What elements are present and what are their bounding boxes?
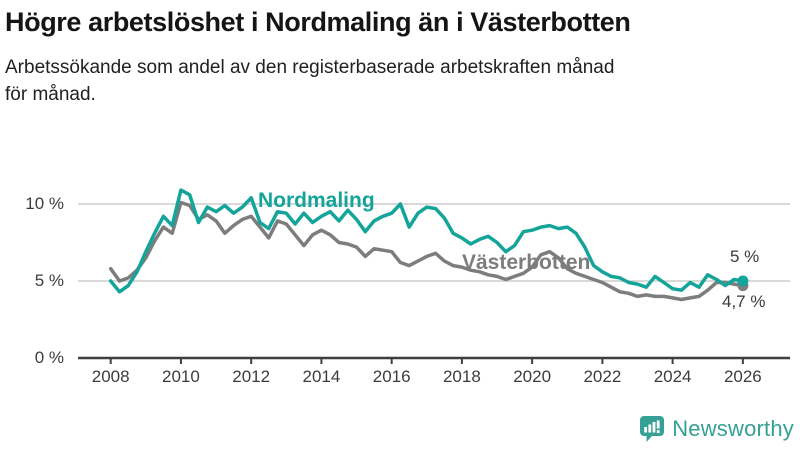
y-axis-tick-label: 0 %: [34, 348, 64, 367]
logo-wordmark: Newsworthy: [672, 416, 794, 441]
header: Högre arbetslöshet i Nordmaling än i Väs…: [5, 6, 795, 109]
x-axis-tick-label: 2014: [302, 367, 341, 386]
x-axis-tick-label: 2010: [162, 367, 200, 386]
y-axis-tick-label: 5 %: [34, 271, 64, 290]
series-label-nordmaling: Nordmaling: [258, 189, 375, 212]
x-axis-tick-label: 2012: [232, 367, 271, 386]
y-axis-tick-label: 10 %: [25, 194, 64, 213]
series-label-vasterbotten: Västerbotten: [462, 251, 591, 274]
x-axis-tick-label: 2022: [583, 367, 622, 386]
chart-subtitle: Arbetssökande som andel av den registerb…: [5, 54, 795, 109]
newsworthy-logo: Newsworthy: [638, 415, 794, 443]
x-axis-tick-label: 2020: [513, 367, 552, 386]
x-axis-tick-label: 2016: [372, 367, 411, 386]
end-value-label-nordmaling: 5 %: [730, 247, 760, 266]
series-line-0: [108, 188, 745, 294]
series-end-dot-0: [737, 275, 749, 287]
chart-subtitle-line-1: Arbetssökande som andel av den registerb…: [5, 56, 615, 78]
x-axis-tick-label: 2008: [91, 367, 130, 386]
series-line-1: [108, 200, 745, 302]
end-value-label-vasterbotten: 4,7 %: [722, 292, 766, 311]
x-axis-tick-label: 2026: [723, 367, 762, 386]
chart-subtitle-line-2: för månad.: [5, 84, 96, 106]
chart-title: Högre arbetslöshet i Nordmaling än i Väs…: [5, 7, 631, 37]
x-axis-tick-label: 2024: [653, 367, 692, 386]
x-axis-tick-label: 2018: [442, 367, 481, 386]
logo-chart-bubble-icon: [638, 415, 665, 443]
